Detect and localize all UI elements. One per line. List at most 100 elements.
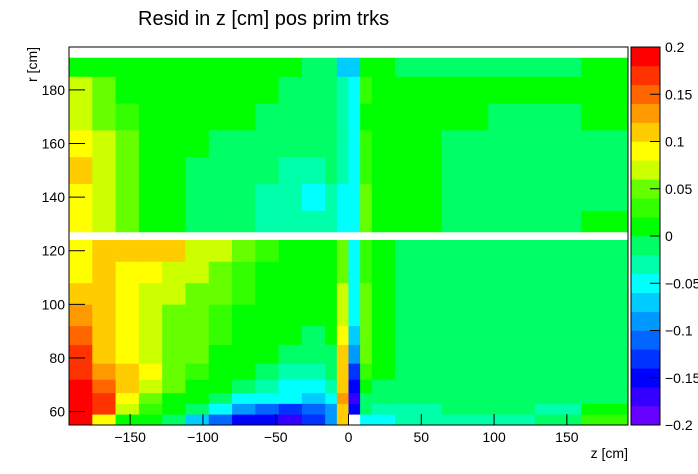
heatmap-cell [162, 363, 186, 380]
heatmap-cell [278, 363, 303, 380]
heatmap-cell [371, 392, 396, 404]
heatmap-cell [115, 210, 140, 233]
heatmap-cell [162, 403, 186, 415]
heatmap-cell [138, 210, 163, 233]
heatmap-cell [115, 103, 140, 131]
heatmap-cell [441, 210, 489, 233]
heatmap-cell [360, 363, 373, 380]
heatmap-cell [581, 304, 629, 327]
y-axis-label: r [cm] [24, 47, 40, 82]
x-tick-label: 0 [345, 429, 353, 445]
heatmap-cell [395, 183, 442, 211]
heatmap-cell [69, 57, 93, 77]
heatmap-cell [336, 392, 349, 404]
heatmap-cell [534, 183, 582, 211]
colorbar-band [631, 141, 660, 161]
heatmap-cell [348, 240, 361, 262]
heatmap-cell [325, 183, 338, 211]
heatmap-cell [488, 325, 536, 345]
heatmap-cell [232, 344, 256, 364]
heatmap-cell [138, 392, 163, 404]
heatmap-cell [360, 76, 373, 104]
heatmap-cell [255, 103, 279, 131]
heatmap-cell [488, 210, 536, 233]
heatmap-cell [371, 183, 396, 211]
heatmap-cell [395, 210, 442, 233]
heatmap-cell [69, 344, 93, 364]
heatmap-cell [360, 57, 373, 77]
heatmap-cell [185, 379, 210, 394]
heatmap-cell [138, 282, 163, 305]
heatmap-cell [162, 183, 186, 211]
heatmap-cell [278, 344, 303, 364]
heatmap-cell [278, 304, 303, 327]
heatmap-cell [69, 403, 93, 415]
heatmap-cell [208, 103, 233, 131]
heatmap-cell [208, 325, 233, 345]
heatmap-cell [301, 261, 326, 284]
heatmap-cell [115, 379, 140, 394]
heatmap-cell [395, 156, 442, 185]
x-tick-label: −100 [187, 429, 219, 445]
colorbar-tick-label: −0.1 [665, 323, 693, 339]
colorbar-tick-label: 0 [665, 228, 673, 244]
heatmap-cell [92, 156, 116, 185]
heatmap-cell [371, 210, 396, 233]
colorbar-band [631, 236, 660, 256]
heatmap-cell [69, 379, 93, 394]
heatmap-cell [371, 304, 396, 327]
heatmap-cell [441, 414, 489, 426]
heatmap-cell [534, 403, 582, 415]
heatmap-cell [360, 282, 373, 305]
heatmap-cell [208, 156, 233, 185]
heatmap-cell [395, 392, 442, 404]
heatmap-cell [115, 130, 140, 158]
heatmap-cell [185, 304, 210, 327]
heatmap-cell [162, 210, 186, 233]
heatmap-cell [232, 261, 256, 284]
heatmap-cell [92, 414, 116, 426]
heatmap-cell [336, 240, 349, 262]
heatmap-cell [301, 282, 326, 305]
heatmap-cell [325, 344, 338, 364]
heatmap-cell [138, 414, 163, 426]
heatmap-cell [278, 183, 303, 211]
heatmap-cell [371, 240, 396, 262]
heatmap-cell [348, 379, 361, 394]
heatmap-cell [534, 57, 582, 77]
heatmap-cell [534, 261, 582, 284]
heatmap-cell [488, 403, 536, 415]
heatmap-cell [371, 76, 396, 104]
heatmap-cell [232, 57, 256, 77]
heatmap-cell [278, 240, 303, 262]
heatmap-cell [441, 392, 489, 404]
colorbar-band [631, 349, 660, 369]
heatmap-cell [208, 210, 233, 233]
heatmap-cell [441, 403, 489, 415]
heatmap-cell [208, 183, 233, 211]
heatmap-cell [208, 282, 233, 305]
heatmap-cell [534, 130, 582, 158]
heatmap-cell [255, 392, 279, 404]
heatmap-cell [69, 392, 93, 404]
colorbar-tick-label: −0.15 [665, 370, 698, 386]
heatmap-cell [185, 240, 210, 262]
heatmap-cell [301, 403, 326, 415]
heatmap-cell [301, 379, 326, 394]
colorbar-tick-label: 0.05 [665, 181, 692, 197]
colorbar-band [631, 368, 660, 388]
heatmap-cell [581, 261, 629, 284]
heatmap-cell [348, 261, 361, 284]
colorbar-band [631, 292, 660, 312]
heatmap-cell [360, 379, 373, 394]
heatmap-cell [162, 344, 186, 364]
heatmap-cell [534, 392, 582, 404]
heatmap-cell [255, 325, 279, 345]
heatmap-cell [162, 379, 186, 394]
heatmap-cell [232, 363, 256, 380]
colorbar-tick-label: −0.05 [665, 275, 698, 291]
heatmap-cell [278, 392, 303, 404]
heatmap-cell [208, 76, 233, 104]
heatmap-cell [185, 392, 210, 404]
heatmap-cell [371, 103, 396, 131]
